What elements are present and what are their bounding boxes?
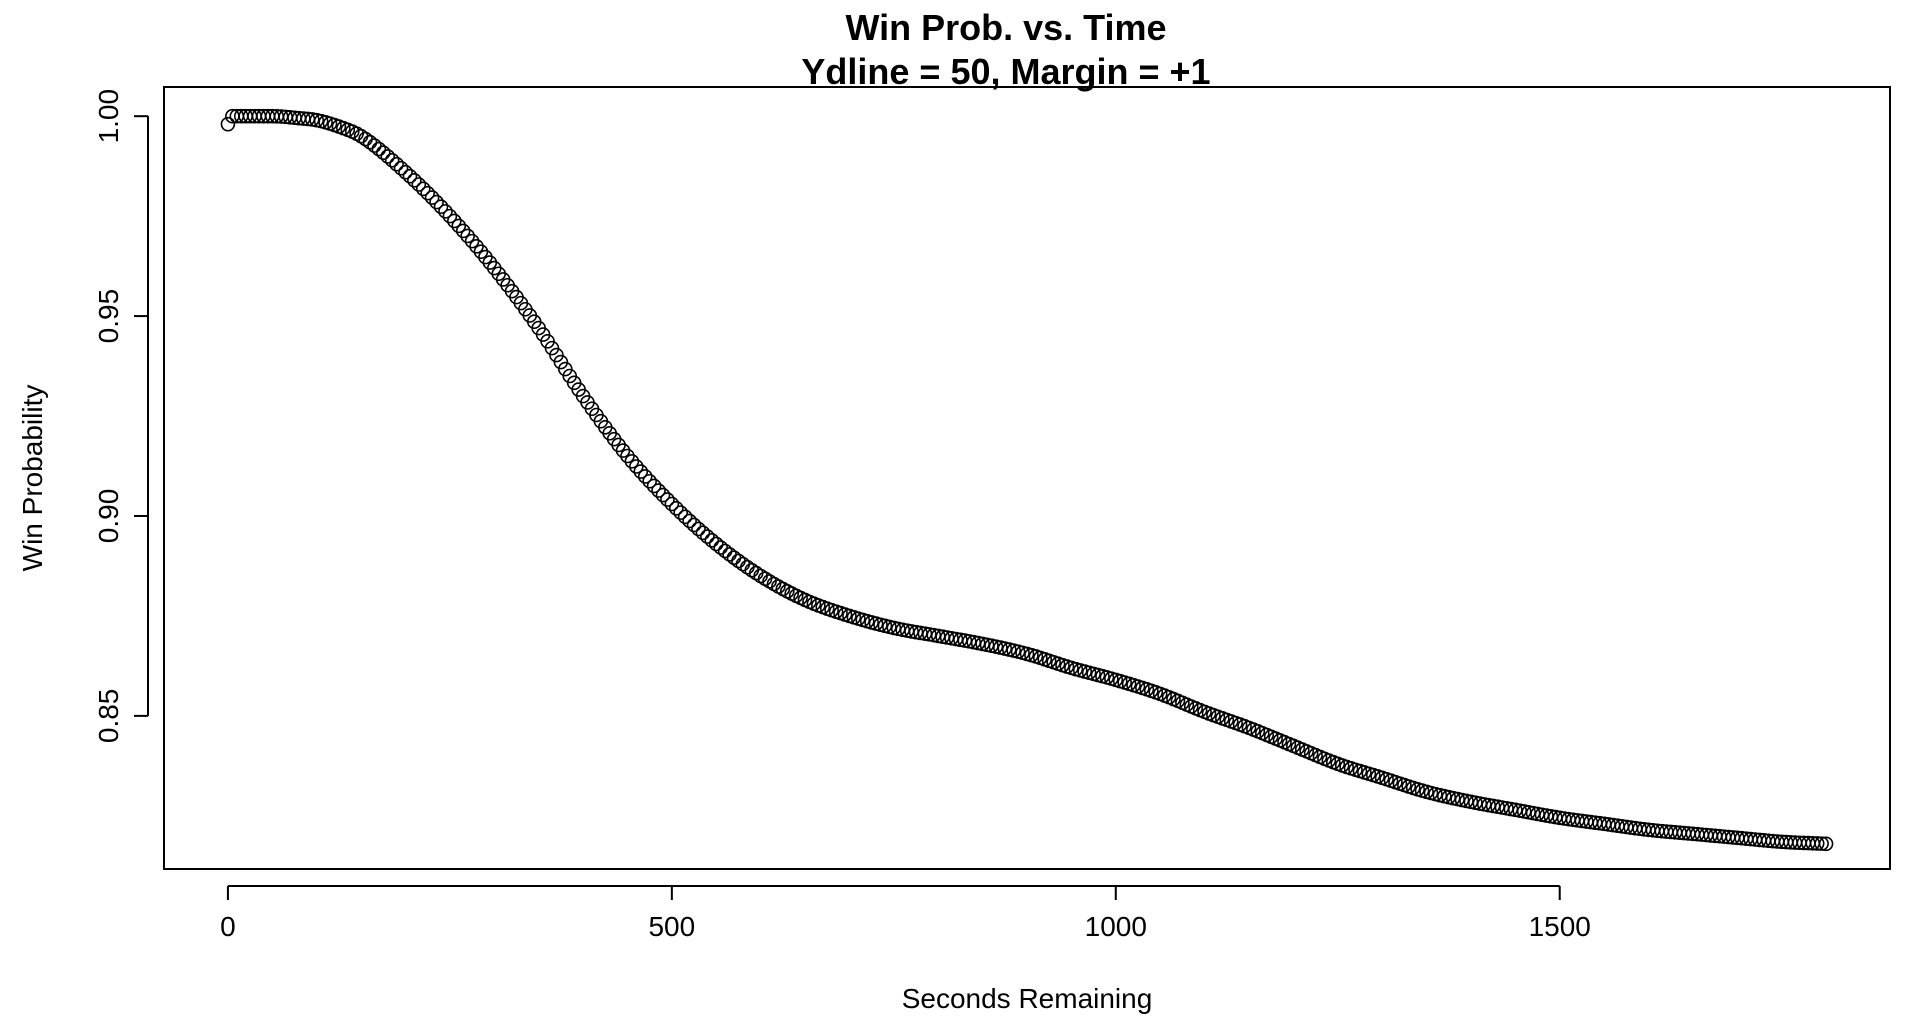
data-point	[407, 173, 422, 188]
data-point	[713, 540, 728, 555]
data-point	[464, 233, 480, 249]
data-point	[429, 194, 444, 210]
data-point	[717, 543, 733, 559]
data-point	[620, 448, 635, 464]
y-axis: 0.85 0.90 0.95 1.00	[93, 89, 149, 744]
data-point	[1814, 836, 1829, 851]
y-tick-label: 0.95	[93, 289, 124, 344]
x-tick-label: 500	[648, 911, 695, 942]
data-point	[686, 517, 702, 533]
data-point	[722, 547, 737, 562]
data-point	[629, 459, 644, 474]
data-point	[651, 483, 666, 498]
data-point	[442, 208, 458, 224]
data-point	[704, 533, 720, 548]
data-point	[677, 509, 693, 525]
data-point	[1818, 836, 1834, 852]
data-point	[424, 190, 440, 205]
x-axis: 0 500 1000 1500	[220, 885, 1591, 942]
data-point	[700, 529, 715, 544]
data-point	[451, 218, 467, 234]
data-point	[624, 454, 640, 469]
plot-frame	[163, 86, 1891, 870]
data-point	[455, 223, 471, 239]
data-point	[411, 177, 427, 192]
data-point	[393, 160, 409, 176]
data-point	[420, 185, 435, 201]
chart-subtitle: Ydline = 50, Margin = +1	[801, 51, 1210, 92]
data-point	[438, 204, 453, 219]
data-point	[660, 492, 675, 507]
data-point	[371, 141, 387, 157]
y-tick-label: 1.00	[93, 89, 124, 144]
data-point	[380, 149, 396, 164]
data-point	[633, 464, 649, 479]
y-axis-label: Win Probability	[17, 385, 48, 572]
data-point	[469, 239, 484, 254]
data-point	[367, 138, 382, 153]
data-point	[664, 496, 680, 512]
data-point	[375, 145, 391, 160]
data-point	[673, 505, 689, 520]
data-point	[362, 134, 378, 150]
y-tick-label: 0.85	[93, 689, 124, 744]
chart-title: Win Prob. vs. Time	[845, 7, 1166, 48]
data-point	[735, 556, 751, 572]
data-point	[433, 199, 449, 214]
x-tick-label: 1000	[1085, 911, 1147, 942]
data-point	[646, 478, 662, 494]
data-point	[220, 116, 236, 132]
data-points	[220, 108, 1834, 852]
data-point	[447, 213, 462, 229]
data-point	[708, 536, 724, 552]
data-point	[740, 559, 755, 575]
data-point	[460, 228, 475, 244]
data-point	[415, 181, 431, 197]
data-point	[398, 164, 413, 180]
x-tick-label: 1500	[1529, 911, 1591, 942]
data-point	[389, 156, 404, 172]
data-point	[726, 550, 742, 566]
data-point	[384, 152, 400, 168]
x-axis-label: Seconds Remaining	[902, 983, 1153, 1014]
data-point	[655, 487, 671, 503]
data-point	[402, 168, 418, 184]
data-point	[668, 501, 684, 516]
data-point	[642, 473, 657, 489]
data-point	[695, 525, 711, 541]
x-tick-label: 0	[220, 911, 236, 942]
data-point	[682, 513, 697, 529]
data-point	[1809, 836, 1825, 851]
data-point	[731, 553, 746, 569]
data-point	[691, 521, 706, 537]
data-point	[637, 469, 653, 484]
y-tick-label: 0.90	[93, 489, 124, 544]
